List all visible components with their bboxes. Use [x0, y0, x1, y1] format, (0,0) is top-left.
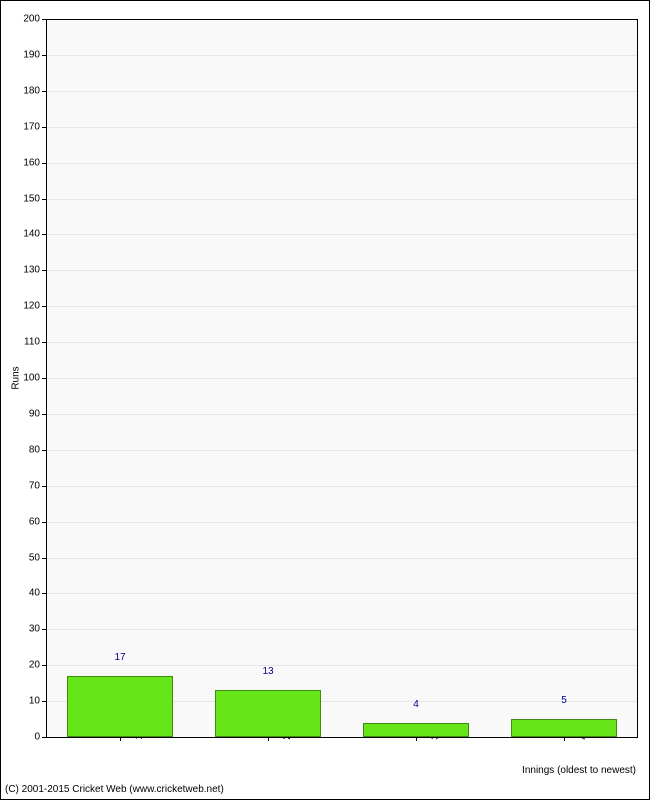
y-tick-label: 90	[29, 408, 46, 419]
bar	[363, 723, 470, 737]
gridline	[46, 414, 638, 415]
gridline	[46, 91, 638, 92]
y-tick-label: 20	[29, 660, 46, 671]
y-axis-line	[46, 19, 47, 737]
y-tick-label: 70	[29, 480, 46, 491]
bar	[511, 719, 618, 737]
y-tick-label: 50	[29, 552, 46, 563]
y-tick-label: 110	[24, 337, 46, 348]
gridline	[46, 558, 638, 559]
gridline	[46, 486, 638, 487]
bar-value-label: 13	[262, 666, 273, 677]
y-tick-label: 100	[23, 373, 46, 384]
gridline	[46, 629, 638, 630]
y-tick-label: 120	[23, 301, 46, 312]
y-tick-label: 190	[23, 49, 46, 60]
y-tick-label: 200	[23, 14, 46, 25]
y-tick-label: 140	[23, 229, 46, 240]
y-tick-label: 40	[29, 588, 46, 599]
gridline	[46, 378, 638, 379]
gridline	[46, 342, 638, 343]
gridline	[46, 270, 638, 271]
bar-value-label: 4	[413, 699, 419, 710]
y-tick-label: 30	[29, 624, 46, 635]
bar	[67, 676, 174, 737]
y-tick-label: 170	[23, 121, 46, 132]
gridline	[46, 306, 638, 307]
plot-area: 0102030405060708090100110120130140150160…	[46, 19, 638, 737]
right-axis-line	[637, 19, 638, 737]
footer-copyright: (C) 2001-2015 Cricket Web (www.cricketwe…	[5, 784, 224, 795]
gridline	[46, 522, 638, 523]
y-tick-label: 10	[29, 696, 46, 707]
gridline	[46, 450, 638, 451]
bar-value-label: 5	[561, 695, 567, 706]
y-tick-label: 130	[23, 265, 46, 276]
y-tick-label: 0	[34, 732, 46, 743]
y-tick-label: 160	[23, 157, 46, 168]
gridline	[46, 199, 638, 200]
gridline	[46, 163, 638, 164]
gridline	[46, 593, 638, 594]
y-tick-label: 180	[23, 85, 46, 96]
top-axis-line	[46, 19, 638, 20]
bar-value-label: 17	[114, 652, 125, 663]
gridline	[46, 55, 638, 56]
gridline	[46, 127, 638, 128]
gridline	[46, 234, 638, 235]
y-tick-label: 80	[29, 444, 46, 455]
bar	[215, 690, 322, 737]
x-axis-title: Innings (oldest to newest)	[522, 765, 636, 776]
gridline	[46, 665, 638, 666]
chart-frame: 0 10 20 30 40 50 60 70 80 90 100 110 120 130 140 150 160…	[0, 0, 650, 800]
y-axis-title: Runs	[11, 366, 22, 389]
y-tick-label: 60	[29, 516, 46, 527]
y-tick-label: 150	[23, 193, 46, 204]
